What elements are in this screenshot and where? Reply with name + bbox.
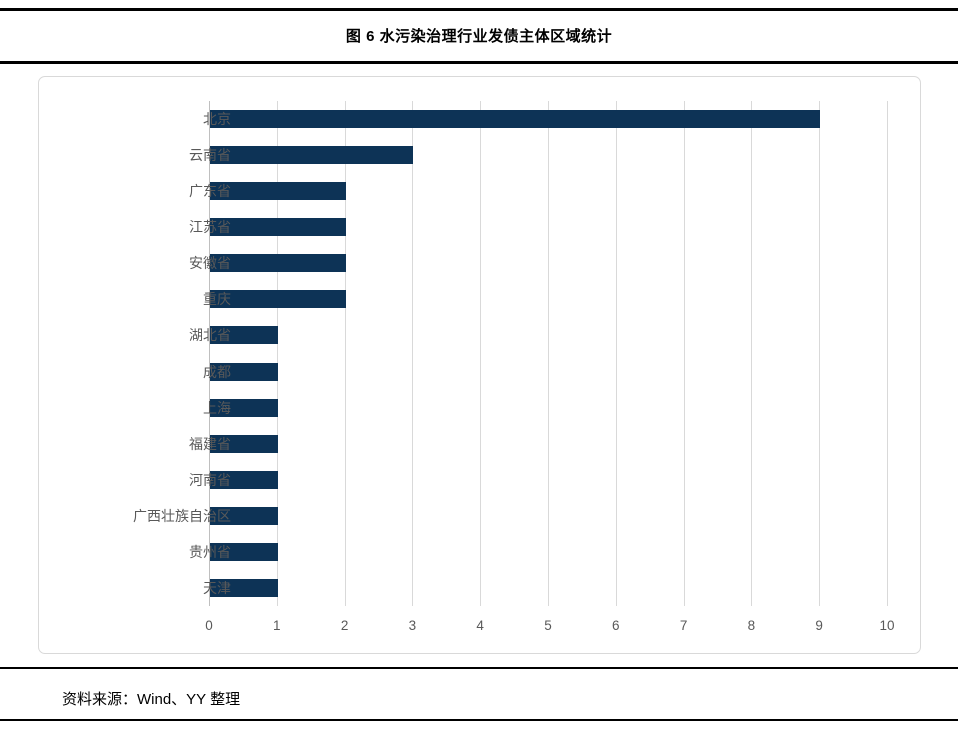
source-note: 资料来源：Wind、YY 整理 — [62, 691, 241, 708]
category-label: 云南省 — [189, 147, 231, 164]
category-label: 天津 — [203, 579, 231, 596]
gridline — [412, 101, 414, 606]
category-label: 河南省 — [189, 471, 231, 488]
gridline — [887, 101, 888, 606]
x-tick-label: 6 — [612, 618, 620, 633]
x-tick-label: 3 — [408, 618, 417, 633]
x-tick-label: 4 — [476, 618, 484, 633]
figure-title: 图 6 水污染治理行业发债主体区域统计 — [345, 28, 613, 45]
bar — [210, 470, 278, 489]
title-divider — [0, 61, 958, 64]
bar — [210, 290, 346, 309]
bar — [210, 362, 278, 381]
y-axis-line — [209, 101, 210, 606]
top-divider — [0, 8, 958, 11]
gridline — [751, 101, 753, 606]
bar — [210, 578, 278, 597]
plot-area — [209, 101, 888, 606]
bar — [210, 254, 346, 273]
bar — [210, 398, 278, 417]
category-label: 广西壮族自治区 — [133, 507, 231, 524]
category-label: 湖北省 — [189, 327, 231, 344]
x-tick-label: 10 — [879, 618, 895, 633]
category-label: 重庆 — [203, 291, 231, 308]
x-tick-label: 2 — [340, 618, 349, 633]
x-tick-label: 9 — [815, 618, 823, 633]
gridline — [819, 101, 821, 606]
category-label: 上海 — [203, 399, 231, 416]
bar — [210, 506, 278, 525]
category-label: 北京 — [203, 111, 231, 128]
bar — [210, 182, 346, 201]
category-label: 安徽省 — [189, 255, 231, 272]
bar — [210, 146, 414, 165]
gridline — [480, 101, 482, 606]
bar — [210, 110, 821, 129]
category-label: 江苏省 — [189, 219, 231, 236]
gridline — [615, 101, 617, 606]
bar — [210, 218, 346, 237]
x-tick-label: 8 — [747, 618, 756, 633]
gridline — [344, 101, 346, 606]
category-label: 福建省 — [189, 435, 231, 452]
gridline — [276, 101, 278, 606]
gridline — [548, 101, 549, 606]
bar — [210, 542, 278, 561]
category-label: 广东省 — [189, 183, 231, 200]
category-label: 成都 — [203, 363, 231, 380]
x-tick-label: 0 — [205, 618, 213, 633]
source-divider — [0, 667, 958, 669]
x-tick-label: 1 — [273, 618, 281, 633]
bar — [210, 434, 278, 453]
bar-chart: 北京云南省广东省江苏省安徽省重庆湖北省成都上海福建省河南省广西壮族自治区贵州省天… — [38, 76, 921, 654]
gridline — [683, 101, 685, 606]
bar — [210, 326, 278, 345]
bottom-divider — [0, 719, 958, 721]
category-label: 贵州省 — [189, 543, 231, 560]
x-tick-label: 7 — [679, 618, 688, 633]
x-tick-label: 5 — [544, 618, 552, 633]
